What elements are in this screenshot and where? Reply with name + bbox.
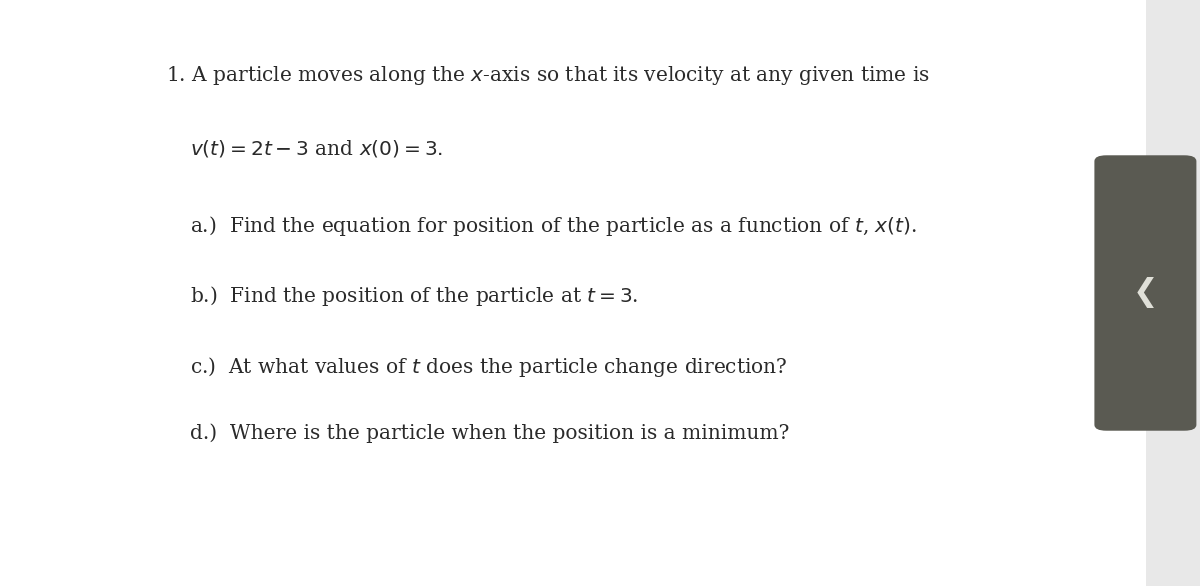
- Text: ❮: ❮: [1133, 278, 1158, 308]
- Text: c.)  At what values of $t$ does the particle change direction?: c.) At what values of $t$ does the parti…: [190, 355, 787, 379]
- Text: b.)  Find the position of the particle at $t = 3$.: b.) Find the position of the particle at…: [190, 284, 638, 308]
- FancyBboxPatch shape: [1094, 155, 1196, 431]
- Text: a.)  Find the equation for position of the particle as a function of $t$, $x(t)$: a.) Find the equation for position of th…: [190, 214, 917, 238]
- Text: 1. A particle moves along the $x$-axis so that its velocity at any given time is: 1. A particle moves along the $x$-axis s…: [166, 64, 930, 87]
- Text: d.)  Where is the particle when the position is a minimum?: d.) Where is the particle when the posit…: [190, 423, 788, 443]
- Text: $v(t) = 2t - 3$ and $x(0) = 3.$: $v(t) = 2t - 3$ and $x(0) = 3.$: [190, 138, 443, 159]
